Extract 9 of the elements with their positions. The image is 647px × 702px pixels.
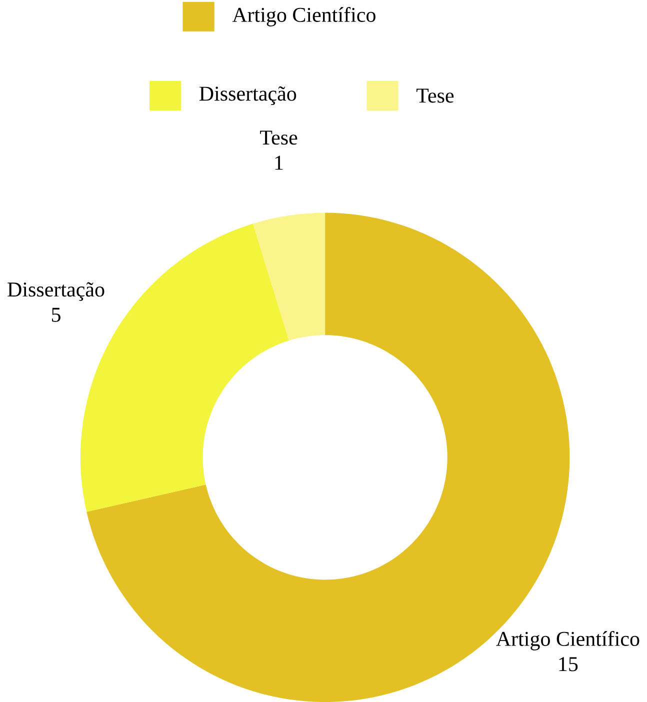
slice-label: Tese	[260, 130, 298, 145]
legend-label: Tese	[416, 88, 454, 103]
data-label: 5	[52, 308, 60, 322]
legend-label: Dissertação	[199, 86, 296, 106]
slice-label: Dissertação	[8, 282, 104, 301]
data-label: 15	[559, 657, 578, 672]
slice-label: Artigo Científico	[496, 630, 640, 650]
data-label: 1	[275, 156, 283, 170]
legend-label: Artigo Científico	[232, 6, 376, 26]
